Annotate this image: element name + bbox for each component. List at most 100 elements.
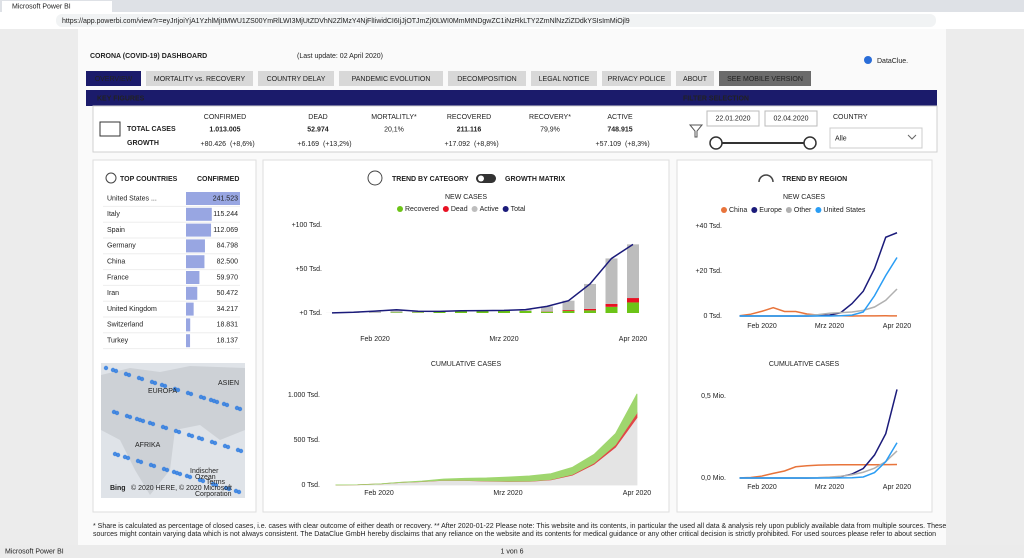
bar: [562, 310, 575, 313]
tab[interactable]: [602, 71, 671, 86]
x-tick-label: Mrz 2020: [815, 484, 844, 491]
x-tick-label: Feb 2020: [747, 323, 777, 330]
x-tick-label: Apr 2020: [883, 484, 912, 491]
data-bar: [186, 286, 198, 300]
toggle-knob: [478, 175, 484, 182]
data-bar: [186, 239, 205, 253]
country-value: 82.500: [217, 259, 239, 266]
legend-label: Europe: [759, 207, 782, 214]
country-value: 115.244: [213, 211, 238, 218]
map-dot: [134, 416, 140, 422]
line: [331, 243, 634, 314]
map-copyright: © 2020 HERE, © 2020 Microsoft: [131, 484, 232, 492]
country-value: 18.137: [217, 338, 239, 345]
tab[interactable]: [719, 71, 811, 86]
tab[interactable]: [531, 71, 597, 86]
tab[interactable]: [448, 71, 526, 86]
chart-title: CUMULATIVE CASES: [431, 361, 502, 368]
bar: [412, 312, 424, 313]
figure-value: 20,1%: [384, 126, 404, 133]
country-name: United States ...: [107, 195, 157, 202]
section-heading: KEY FIGURES: [97, 95, 145, 102]
map-dot: [123, 371, 129, 377]
map-dot: [136, 375, 142, 381]
tab[interactable]: [86, 71, 141, 86]
figure-title: ACTIVE: [607, 114, 633, 121]
pin-icon: [105, 172, 117, 184]
chart-title: NEW CASES: [783, 194, 825, 201]
tab[interactable]: [676, 71, 714, 86]
map-dot: [223, 485, 229, 491]
date-to-box[interactable]: [764, 110, 818, 127]
y-tick-label: +40 Tsd.: [695, 223, 722, 230]
date-from-box[interactable]: [706, 110, 760, 127]
tab-label: ABOUT: [683, 76, 708, 83]
legend-label: Active: [480, 206, 499, 213]
x-tick-label: Feb 2020: [747, 484, 777, 491]
country-name: Italy: [107, 211, 120, 218]
bar: [541, 306, 553, 312]
map-dot: [198, 394, 204, 400]
figure-value: 211.116: [457, 126, 482, 133]
figure-title: MORTALITLY*: [371, 114, 417, 121]
map-dot: [221, 401, 227, 407]
filter-icon: [688, 124, 704, 138]
tab-label: MORTALITY vs. RECOVERY: [154, 76, 246, 83]
country-value: 84.798: [217, 243, 239, 250]
address-bar[interactable]: [56, 14, 936, 27]
figure-value: 52.974: [307, 126, 329, 133]
browser-tab[interactable]: [2, 1, 112, 12]
slider-handle[interactable]: [803, 136, 817, 150]
url: https://app.powerbi.com/view?r=eyJrIjoiY…: [62, 18, 630, 25]
figure-growth-pct: (+8,8%): [474, 141, 499, 148]
tab[interactable]: [339, 71, 443, 86]
figure-growth: +80.426: [201, 141, 227, 148]
legend-swatch: [785, 207, 792, 213]
legend-label: China: [729, 207, 747, 214]
bar: [455, 310, 467, 313]
bar: [562, 310, 575, 311]
bar: [390, 309, 403, 313]
bar: [584, 310, 596, 313]
y-tick-label: 0,0 Mio.: [701, 475, 726, 482]
country-name: Spain: [107, 227, 125, 234]
tab[interactable]: [258, 71, 334, 86]
country-name: United Kingdom: [107, 306, 157, 313]
section-heading: FILTER SELECTION: [683, 95, 749, 102]
tab-label: SEE MOBILE VERSION: [727, 76, 803, 83]
bar: [627, 302, 639, 313]
figure-title: CONFIRMED: [204, 114, 246, 121]
map-dot: [233, 488, 239, 494]
slider-handle[interactable]: [709, 136, 723, 150]
map-terms: Terms: [206, 479, 226, 486]
bar: [584, 283, 596, 309]
key-figures-bar: [86, 90, 937, 106]
map-dot: [122, 454, 128, 460]
map-dot: [161, 466, 167, 472]
bar: [498, 310, 510, 313]
dashboard-title: CORONA (COVID-19) DASHBOARD: [90, 53, 207, 60]
x-tick-label: Mrz 2020: [815, 323, 844, 330]
bar: [369, 311, 381, 313]
map-dot: [148, 462, 154, 468]
figure-value: 748.915: [607, 126, 632, 133]
data-bar: [186, 192, 240, 205]
country-value: 18.831: [217, 322, 239, 329]
map-dot: [172, 386, 178, 392]
tab-title: Microsoft Power BI: [12, 3, 71, 10]
x-tick-label: Apr 2020: [619, 336, 648, 343]
table-heading: TOP COUNTRIES: [120, 176, 178, 183]
map-dot: [160, 424, 166, 430]
x-tick-label: Mrz 2020: [489, 336, 518, 343]
bar: [541, 311, 553, 313]
country-dropdown[interactable]: [829, 127, 923, 149]
figure-growth: +6.169: [297, 141, 319, 148]
tab[interactable]: [146, 71, 253, 86]
area: [335, 393, 638, 486]
country-name: Switzerland: [107, 322, 143, 329]
footer-note: * Share is calculated as percentage of c…: [93, 523, 946, 530]
footer-note: sources might contain varying data which…: [93, 531, 936, 538]
status-app: Microsoft Power BI: [5, 548, 64, 555]
country-value: Alle: [835, 135, 847, 142]
map-dot: [149, 379, 155, 385]
